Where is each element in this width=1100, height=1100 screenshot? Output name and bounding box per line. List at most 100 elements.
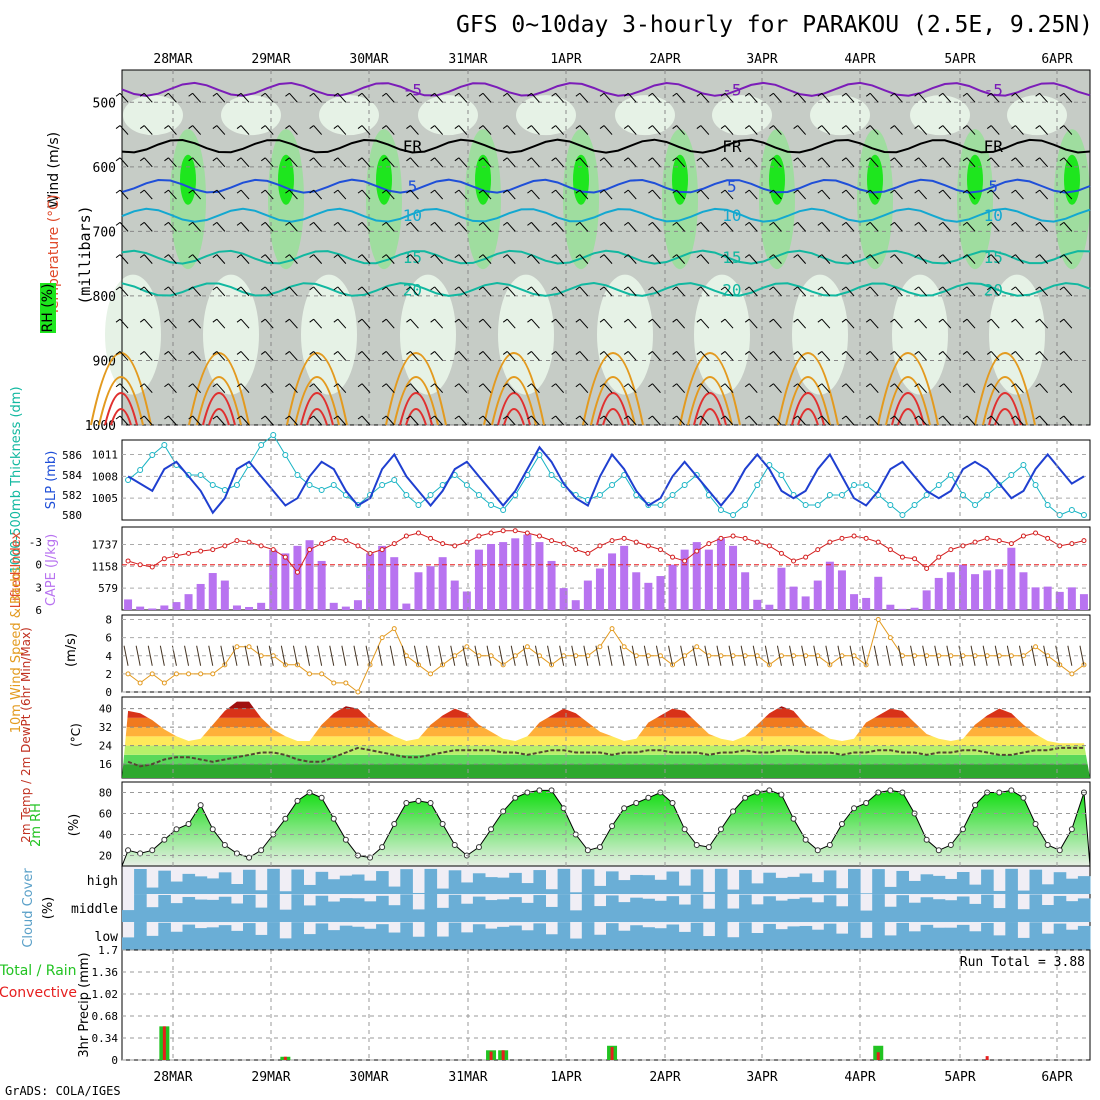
wind-barb: [748, 125, 758, 135]
wind-barb: [1015, 351, 1024, 361]
wind-barb: [236, 221, 242, 226]
wind-barb: [1039, 189, 1049, 200]
li-marker: [452, 543, 458, 549]
cloud-cell: [364, 880, 377, 894]
cloud-cell: [654, 879, 667, 894]
wind-barb: [236, 351, 242, 355]
wind-barb: [720, 383, 726, 388]
wind-barb: [579, 286, 589, 297]
wind-barb: [821, 189, 831, 200]
cloud-cell: [206, 927, 220, 950]
thickness-marker: [911, 502, 918, 508]
cloud-cell: [860, 893, 873, 894]
li-marker: [186, 550, 192, 556]
cloud-cell: [751, 933, 764, 950]
li-marker: [294, 569, 300, 575]
cloud-cell: [702, 908, 716, 922]
rh-marker: [766, 787, 773, 794]
cape-bar: [837, 570, 846, 610]
thickness-marker: [294, 472, 301, 478]
wind-barb: [1015, 415, 1024, 426]
li-marker: [307, 547, 313, 553]
wind-barb: [942, 318, 952, 329]
isotherm-label: 20: [984, 280, 1003, 299]
wind-barb: [724, 189, 734, 200]
wind-barb: [333, 318, 339, 323]
wind-barb: [216, 383, 226, 394]
rh-marker: [838, 821, 845, 827]
cloud-cell: [315, 895, 329, 922]
li-marker: [258, 543, 264, 549]
wind-barb: [143, 189, 153, 200]
wind-barb: [410, 92, 419, 103]
wind-barb: [700, 383, 710, 394]
ylabel-cape: CAPE (J/kg): [44, 534, 59, 606]
rh-marker: [209, 826, 216, 833]
wind-barb: [309, 157, 314, 162]
wind-barb: [793, 125, 798, 129]
cloud-cell: [400, 894, 413, 922]
cloud-cell: [533, 870, 546, 894]
wind-barb: [289, 125, 298, 135]
wind-barb: [938, 383, 944, 388]
wind-barb: [454, 189, 460, 194]
cape-bar: [281, 553, 290, 610]
wind-tick-label: 2: [105, 668, 112, 681]
cloud-cell: [533, 895, 546, 922]
date-label-bottom: 4APR: [844, 1070, 875, 1085]
surface-wind-barb: [970, 645, 976, 666]
ylabel-rh: RH (%): [40, 284, 56, 333]
wind-barb: [236, 254, 242, 259]
wind-barb: [865, 189, 871, 194]
surface-wind-barb: [776, 645, 782, 666]
wind-barb: [1059, 157, 1065, 162]
wind-barb: [458, 415, 468, 426]
thickness-marker: [161, 442, 168, 448]
wind-barb: [890, 189, 895, 194]
wind-barb: [894, 383, 903, 394]
wind-barb: [648, 92, 653, 97]
wind-barb: [410, 383, 419, 394]
wind-barb: [769, 92, 774, 97]
wind-barb: [603, 254, 613, 264]
wind-barb: [478, 254, 484, 259]
li-tick-label: 3: [35, 581, 42, 594]
cape-bar: [922, 590, 931, 610]
wind-barb: [482, 254, 492, 264]
wind-barb: [289, 92, 298, 103]
wind-barb: [623, 92, 629, 97]
wind-barb: [942, 351, 952, 361]
cloud-cell: [315, 871, 329, 894]
wind-barb: [962, 254, 968, 259]
wind-barb: [966, 318, 976, 329]
wind-barb: [260, 221, 266, 226]
cape-tick-label: 1737: [92, 538, 119, 551]
wind-barb: [527, 318, 532, 323]
li-marker: [379, 547, 385, 553]
rh-marker: [560, 805, 567, 812]
cloud-cell: [956, 924, 970, 950]
wind-barb: [821, 222, 831, 232]
wind-barb: [337, 351, 347, 361]
wind-barb: [164, 189, 169, 194]
wind-barb: [551, 286, 556, 291]
wind-barb: [990, 125, 1000, 135]
rh-saturated-region: [475, 154, 491, 205]
wind-barb: [168, 383, 177, 394]
wind-barb: [119, 415, 129, 426]
li-marker: [343, 538, 349, 544]
wind-barb: [289, 254, 298, 264]
thickness-marker: [730, 512, 737, 518]
wind-barb: [676, 222, 686, 232]
wind-barb: [285, 92, 290, 97]
rh-dry-region: [712, 95, 772, 136]
temperature-contour: [306, 408, 328, 426]
li-marker: [936, 554, 942, 560]
li-marker: [282, 554, 288, 560]
wind-barb: [555, 125, 565, 135]
cape-bar: [910, 607, 919, 610]
cloud-cell: [448, 870, 462, 894]
wind-barb: [797, 189, 807, 200]
thickness-marker: [863, 482, 870, 488]
wind-barb: [652, 383, 661, 394]
